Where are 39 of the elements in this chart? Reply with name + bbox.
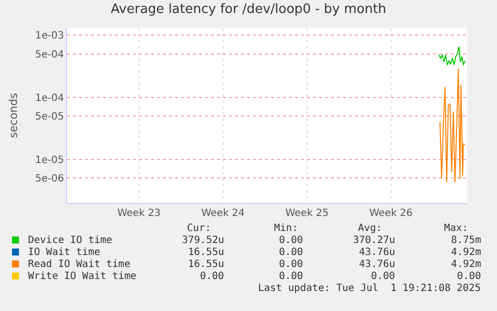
text: Avg: <box>358 223 382 234</box>
text: 379.52u <box>182 235 224 246</box>
y-tick-label: 5e-05 <box>35 112 64 123</box>
y-tick-label: 5e-04 <box>35 49 64 60</box>
text: 43.76u <box>359 259 396 270</box>
text: 0.00 <box>457 271 482 282</box>
text: Min: <box>274 223 298 234</box>
text: Last update: Tue Jul 1 19:21:08 2025 <box>258 283 481 294</box>
text: Max: <box>444 223 468 234</box>
y-tick-label: 5e-06 <box>35 174 64 185</box>
y-tick-label: 1e-05 <box>35 155 64 166</box>
text: 0.00 <box>279 259 304 270</box>
legend-label: Write IO Wait time <box>28 271 136 282</box>
text: 0.00 <box>200 271 224 282</box>
text: 370.27u <box>353 235 396 246</box>
text: 16.55u <box>188 259 224 270</box>
text: 43.76u <box>359 247 396 258</box>
y-tick-label: 1e-04 <box>35 92 64 104</box>
text: 16.55u <box>188 247 224 258</box>
chart-title: Average latency for /dev/loop0 - by month <box>110 2 386 18</box>
legend-label: IO Wait time <box>28 247 100 258</box>
text: 4.92m <box>451 259 482 270</box>
text: Cur: <box>187 223 212 234</box>
y-tick-label: 1e-03 <box>35 30 64 42</box>
line-series <box>438 46 466 66</box>
line-series <box>440 68 466 183</box>
text: 0.00 <box>371 271 396 282</box>
legend-label: Device IO time <box>28 235 112 246</box>
text: 4.92m <box>451 247 482 258</box>
text: 8.75m <box>451 235 482 246</box>
x-tick-label: Week 26 <box>369 208 413 219</box>
legend-label: Read IO Wait time <box>28 259 130 270</box>
y-axis-title: seconds <box>6 92 20 138</box>
x-tick-label: Week 24 <box>201 208 245 219</box>
x-tick-label: Week 25 <box>285 208 329 219</box>
x-tick-label: Week 23 <box>117 208 161 219</box>
text: 0.00 <box>279 247 304 258</box>
text: 0.00 <box>279 235 304 246</box>
text: 0.00 <box>279 271 304 282</box>
